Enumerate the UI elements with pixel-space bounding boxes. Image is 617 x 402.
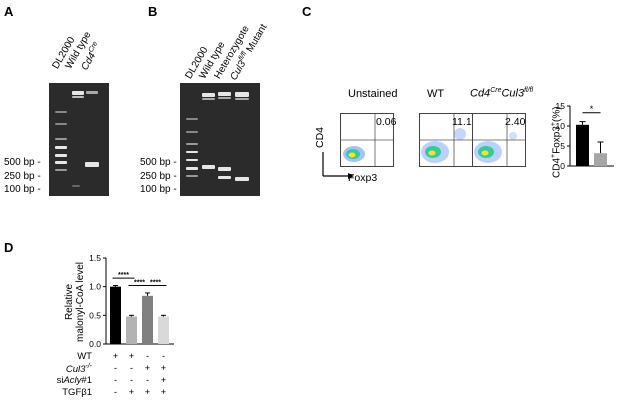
gel-image-b — [180, 83, 260, 196]
bp-500-a: 500 bp - — [4, 157, 41, 168]
flow-value-unstained: 0.06 — [376, 116, 397, 128]
panel-a-letter: A — [4, 4, 14, 19]
flow-value-cd4cre-cul3: 2.40 — [505, 116, 526, 128]
condition-sign: - — [145, 375, 150, 386]
bp-250-b: 250 bp - — [140, 171, 177, 182]
flow-scatter-unstained — [341, 114, 393, 166]
chart-d-ytick-label: 1.0 — [89, 282, 101, 292]
condition-sign: + — [112, 351, 119, 362]
flow-title-cd4cre-cul3: Cd4CreCul3fl/fl — [470, 87, 534, 100]
row-label-tgfb1: TGFβ1 — [62, 387, 92, 398]
row-label-cul3: Cul3-/- — [65, 363, 92, 376]
chart-d-ytick-label: 1.5 — [89, 253, 101, 263]
chart-c: 0 5 10 15 * — [556, 101, 614, 171]
flow-scatter-cd4cre-cul3 — [473, 114, 525, 166]
flow-title-wt: WT — [427, 88, 445, 100]
flow-plot-wt — [419, 113, 473, 167]
panel-d-letter: D — [4, 240, 14, 255]
condition-sign: - — [113, 375, 118, 386]
chart-d-ylabel: Relative malonyl-CoA level — [64, 261, 86, 342]
chart-c-ytick-label: 10 — [556, 121, 566, 131]
panel-c-letter: C — [302, 4, 312, 19]
flow-scatter-wt — [420, 114, 472, 166]
chart-c-sig-star: * — [590, 104, 594, 114]
condition-sign: + — [160, 375, 167, 386]
flow-plot-unstained — [340, 113, 394, 167]
flow-plot-cd4cre-cul3 — [472, 113, 526, 167]
chart-d: 0.0 0.5 1.0 1.5 **** **** **** — [89, 253, 174, 348]
bp-500-b: 500 bp - — [140, 157, 177, 168]
gel-image-a — [49, 83, 109, 196]
axis-label-foxp3: Foxp3 — [348, 172, 378, 184]
chart-d-bar — [158, 316, 169, 344]
chart-d-bar — [126, 316, 137, 344]
chart-c-ytick-label: 0 — [560, 161, 565, 171]
chart-c-bar — [594, 153, 607, 166]
chart-d-bar — [142, 295, 153, 344]
bp-100-b: 100 bp - — [140, 184, 177, 195]
chart-c-ytick-label: 5 — [560, 141, 565, 151]
condition-sign: - — [161, 351, 166, 362]
chart-d-sig-stars: **** — [134, 280, 145, 287]
chart-d-ytick-label: 0.0 — [89, 339, 101, 348]
chart-c-ytick-label: 15 — [556, 101, 566, 111]
condition-sign: + — [128, 351, 135, 362]
condition-sign: + — [160, 363, 167, 374]
bp-250-a: 250 bp - — [4, 171, 41, 182]
condition-sign: + — [144, 363, 151, 374]
row-label-siacly: siAcly#1 — [56, 375, 92, 386]
condition-sign: - — [113, 387, 118, 398]
chart-d-bar — [110, 286, 121, 344]
axis-arrow — [322, 152, 354, 179]
chart-c-ylabel: CD4+Foxp3+(%) — [550, 106, 563, 178]
condition-sign: + — [160, 387, 167, 398]
panel-b-letter: B — [148, 4, 158, 19]
condition-sign: + — [128, 387, 135, 398]
axis-label-cd4: CD4 — [314, 126, 326, 148]
chart-d-sig-stars: **** — [118, 272, 129, 279]
chart-d-ytick-label: 0.5 — [89, 310, 101, 320]
bp-100-a: 100 bp - — [4, 184, 41, 195]
condition-sign: - — [113, 363, 118, 374]
row-label-wt: WT — [77, 351, 92, 362]
condition-sign: - — [129, 375, 134, 386]
condition-sign: - — [145, 351, 150, 362]
flow-title-unstained: Unstained — [348, 88, 398, 100]
flow-value-wt: 11.1 — [452, 116, 472, 128]
chart-d-sig-stars: **** — [150, 280, 161, 287]
condition-sign: + — [144, 387, 151, 398]
chart-c-bar — [576, 124, 589, 166]
condition-sign: - — [129, 363, 134, 374]
